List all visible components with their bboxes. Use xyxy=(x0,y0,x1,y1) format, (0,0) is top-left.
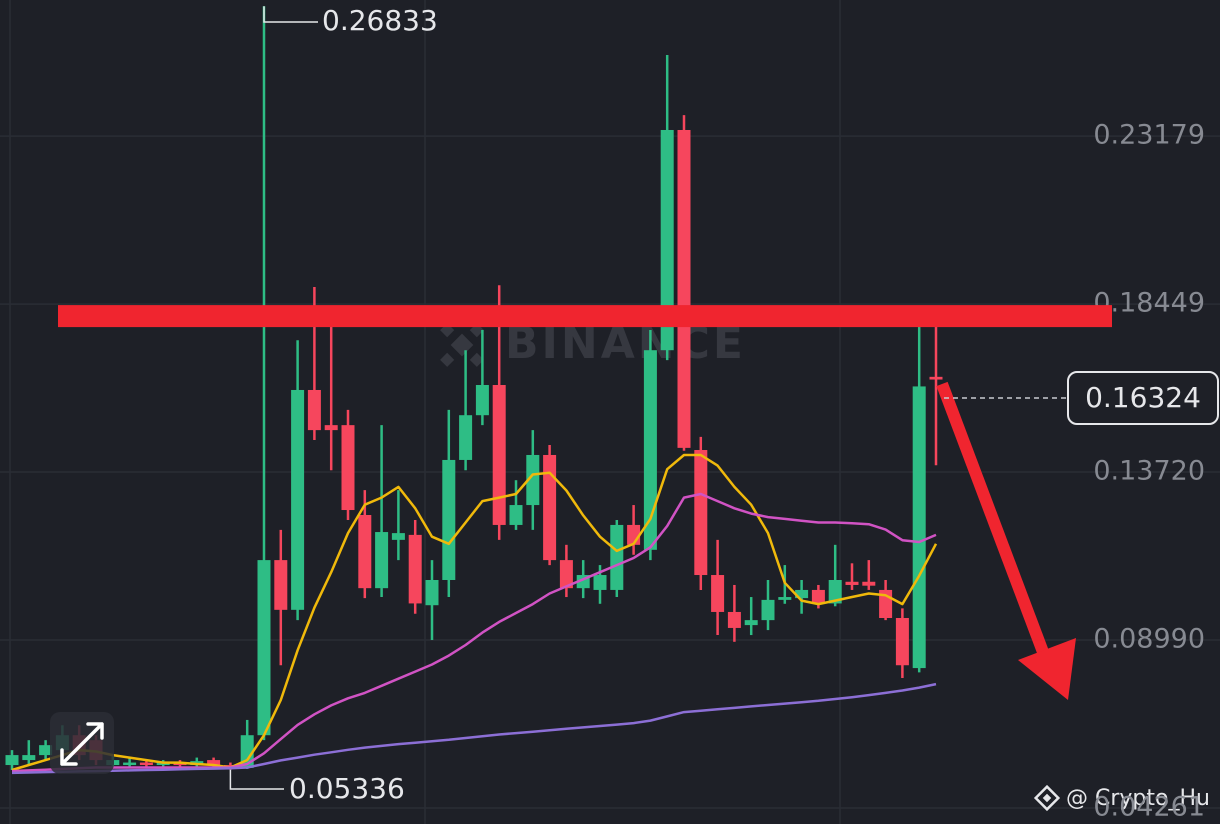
y-tick-label: 0.13720 xyxy=(1093,456,1205,487)
candle-body xyxy=(727,611,741,628)
candle-body xyxy=(811,589,825,604)
candle-body xyxy=(643,350,657,550)
candle-body xyxy=(139,762,153,766)
moving-average-line xyxy=(11,682,937,775)
candle-body xyxy=(761,599,775,621)
candle-body xyxy=(459,415,473,460)
candle-body xyxy=(845,581,859,585)
candle-body xyxy=(358,515,372,589)
candle-body xyxy=(559,560,573,589)
candle-body xyxy=(795,589,809,599)
plot xyxy=(0,6,1220,809)
low-annotation-line xyxy=(229,769,284,790)
resistance-line xyxy=(58,305,1112,328)
candle-body xyxy=(912,386,926,669)
last-price-box xyxy=(1067,371,1219,425)
candle-body xyxy=(929,376,943,380)
candle-body xyxy=(22,755,36,761)
arrow-shaft xyxy=(936,381,1052,663)
candle-body xyxy=(828,579,842,604)
candle-body xyxy=(744,620,758,626)
candle-body xyxy=(862,581,876,586)
candle-body xyxy=(895,618,909,666)
candle-body xyxy=(307,389,321,431)
low-annotation: 0.05336 xyxy=(289,772,405,805)
moving-average-line xyxy=(11,492,937,773)
candle-body xyxy=(442,459,456,580)
candle-body xyxy=(257,560,271,736)
high-annotation-line xyxy=(263,6,318,23)
arrow-head xyxy=(1018,638,1076,700)
down-arrow xyxy=(936,381,1076,700)
candle-body xyxy=(526,454,540,506)
credit: @ Crypto_Hu xyxy=(1066,786,1210,811)
moving-average-line xyxy=(11,453,938,772)
candle-body xyxy=(711,575,725,612)
candle-body xyxy=(341,425,355,511)
candle-body xyxy=(694,450,708,576)
grid xyxy=(9,0,841,824)
candle-body xyxy=(375,532,389,589)
candle-body xyxy=(408,534,422,604)
candle-body xyxy=(391,533,405,540)
last-price-label: 0.16324 xyxy=(1085,381,1201,414)
expand-button[interactable] xyxy=(50,712,114,774)
candle-body xyxy=(123,762,137,766)
candle-body xyxy=(207,760,221,766)
high-annotation: 0.26833 xyxy=(322,4,438,37)
candle-body xyxy=(543,454,557,561)
candle-body xyxy=(324,425,338,431)
candle-body xyxy=(274,560,288,610)
candle-body xyxy=(240,735,254,768)
y-tick-label: 0.04261 xyxy=(1093,791,1205,822)
candle-body xyxy=(425,579,439,606)
y-tick-label: 0.08990 xyxy=(1093,624,1205,655)
candle-body xyxy=(5,755,19,766)
candle-body xyxy=(593,575,607,590)
credit-group: @ Crypto_Hu xyxy=(1033,784,1210,812)
candle-body xyxy=(492,385,506,525)
candle-body xyxy=(475,385,489,416)
candle-body xyxy=(677,129,691,448)
expand-icon[interactable] xyxy=(60,722,104,766)
y-tick-label: 0.23179 xyxy=(1093,120,1205,151)
candle-body xyxy=(660,129,674,351)
candle-body xyxy=(291,389,305,610)
candle-body xyxy=(39,745,53,756)
candle-body xyxy=(509,505,523,525)
candle-body xyxy=(610,524,624,590)
candle-body xyxy=(778,597,792,600)
